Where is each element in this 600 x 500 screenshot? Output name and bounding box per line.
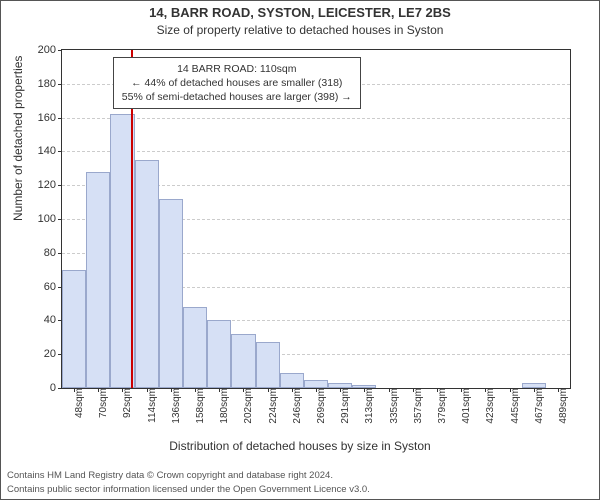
annotation-line: 55% of semi-detached houses are larger (… (122, 90, 352, 104)
histogram-bar (231, 334, 255, 388)
gridline (62, 151, 570, 152)
x-tick-label: 357sqm (413, 388, 424, 424)
histogram-bar (86, 172, 110, 388)
gridline (62, 118, 570, 119)
y-tick-label: 20 (44, 348, 56, 360)
histogram-bar (135, 160, 159, 388)
x-tick-label: 489sqm (558, 388, 569, 424)
y-tick-label: 60 (44, 281, 56, 293)
x-tick-label: 70sqm (98, 388, 109, 418)
y-tick-label: 40 (44, 314, 56, 326)
histogram-bar (304, 380, 328, 388)
x-tick-label: 246sqm (292, 388, 303, 424)
footer-line-1: Contains HM Land Registry data © Crown c… (7, 470, 333, 481)
y-tick-label: 120 (38, 179, 56, 191)
x-tick-label: 92sqm (122, 388, 133, 418)
x-tick-label: 445sqm (510, 388, 521, 424)
histogram-bar (280, 373, 304, 388)
x-tick-label: 136sqm (171, 388, 182, 424)
x-tick-label: 224sqm (268, 388, 279, 424)
x-tick-label: 379sqm (437, 388, 448, 424)
x-tick-label: 467sqm (534, 388, 545, 424)
x-tick-label: 335sqm (389, 388, 400, 424)
y-tick-label: 100 (38, 213, 56, 225)
y-tick-label: 200 (38, 44, 56, 56)
histogram-bar (256, 342, 280, 388)
annotation-line: 14 BARR ROAD: 110sqm (122, 62, 352, 76)
x-axis-label: Distribution of detached houses by size … (1, 439, 599, 453)
annotation-box: 14 BARR ROAD: 110sqm← 44% of detached ho… (113, 57, 361, 110)
x-tick-label: 48sqm (74, 388, 85, 418)
y-tick-label: 180 (38, 78, 56, 90)
plot-area: 02040608010012014016018020048sqm70sqm92s… (61, 49, 571, 389)
y-tick-label: 80 (44, 247, 56, 259)
histogram-bar (159, 199, 183, 388)
x-tick-label: 401sqm (461, 388, 472, 424)
y-tick-label: 140 (38, 145, 56, 157)
y-axis-label: Number of detached properties (11, 56, 25, 221)
x-tick-label: 423sqm (485, 388, 496, 424)
x-tick-label: 158sqm (195, 388, 206, 424)
chart-container: 14, BARR ROAD, SYSTON, LEICESTER, LE7 2B… (0, 0, 600, 500)
y-tick-label: 160 (38, 112, 56, 124)
x-tick-label: 114sqm (147, 388, 158, 423)
chart-subtitle: Size of property relative to detached ho… (1, 23, 599, 37)
histogram-bar (183, 307, 207, 388)
x-tick-label: 202sqm (243, 388, 254, 424)
y-tick-label: 0 (50, 382, 56, 394)
x-tick-label: 180sqm (219, 388, 230, 424)
histogram-bar (62, 270, 86, 388)
chart-title: 14, BARR ROAD, SYSTON, LEICESTER, LE7 2B… (1, 5, 599, 20)
annotation-line: ← 44% of detached houses are smaller (31… (122, 76, 352, 90)
x-tick-label: 291sqm (340, 388, 351, 424)
histogram-bar (207, 320, 231, 388)
x-tick-label: 269sqm (316, 388, 327, 424)
footer-line-2: Contains public sector information licen… (7, 484, 370, 495)
x-tick-label: 313sqm (364, 388, 375, 424)
